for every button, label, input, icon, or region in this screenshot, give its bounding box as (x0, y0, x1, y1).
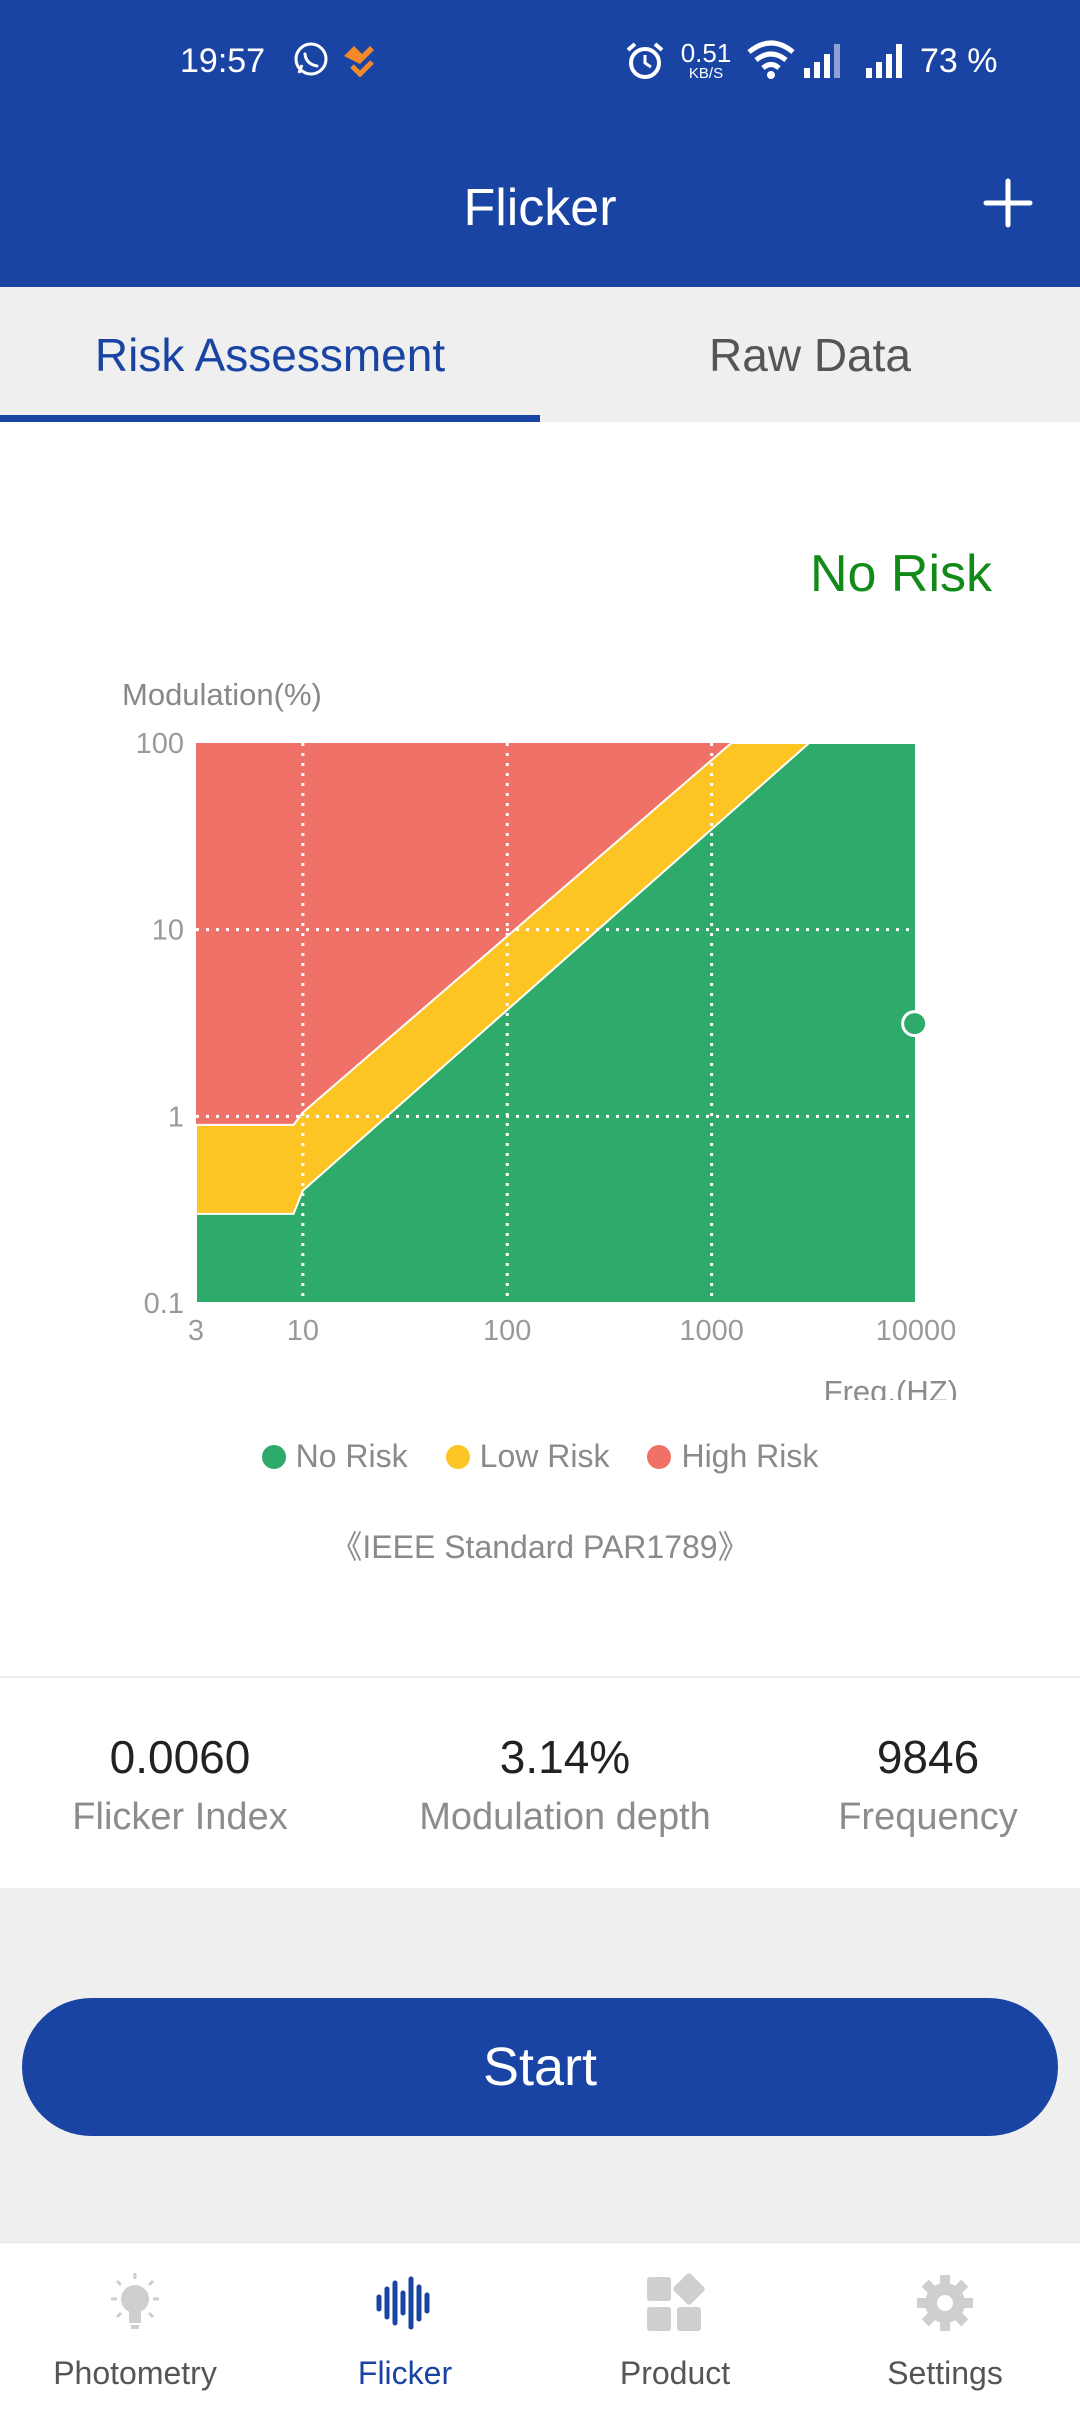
plus-icon[interactable] (980, 175, 1036, 231)
nav-product-label: Product (619, 2355, 731, 2391)
x-axis-label: Freq.(HZ) (824, 1374, 958, 1400)
status-time: 19:57 (180, 42, 266, 80)
y-tick-label: 1 (168, 1101, 184, 1133)
legend-no-risk-label: No Risk (295, 1438, 408, 1474)
nav-flicker-label: Flicker (357, 2355, 453, 2391)
stat-frequency: 9846 Frequency (800, 1680, 1056, 1839)
no-risk-dot-icon (261, 1444, 286, 1469)
signal-sim2-icon (866, 44, 902, 78)
x-tick-label: 100 (483, 1315, 531, 1347)
high-risk-dot-icon (647, 1444, 672, 1469)
tab-raw-data[interactable]: Raw Data (709, 328, 911, 381)
wifi-icon (747, 40, 795, 79)
y-tick-label: 0.1 (144, 1288, 184, 1320)
app-bar: 19:57 0.51 KB/S (0, 0, 1080, 287)
x-tick-label: 10 (287, 1315, 319, 1347)
app-notification-icon (344, 46, 374, 78)
gear-icon (917, 2275, 973, 2331)
legend-low-risk: Low Risk (445, 1438, 610, 1475)
legend-low-risk-label: Low Risk (479, 1438, 610, 1474)
stat-modulation-depth: 3.14% Modulation depth (390, 1680, 740, 1839)
net-speed-value: 0.51 (680, 38, 732, 68)
nav-settings-label: Settings (887, 2355, 1003, 2391)
bulb-icon (111, 2273, 159, 2329)
nav-flicker[interactable]: Flicker (270, 2243, 540, 2412)
divider (0, 1676, 1080, 1678)
y-tick-label: 100 (136, 728, 184, 760)
signal-sim1-icon (804, 44, 840, 78)
nav-settings[interactable]: Settings (810, 2243, 1080, 2412)
net-speed-unit: KB/S (688, 65, 724, 82)
page-title: Flicker (463, 179, 617, 237)
standard-note: 《IEEE Standard PAR1789》 (330, 1529, 750, 1565)
alarm-icon (626, 42, 664, 79)
flicker-index-label: Flicker Index (72, 1796, 288, 1838)
nav-photometry[interactable]: Photometry (0, 2243, 270, 2412)
start-button[interactable]: Start (22, 1998, 1058, 2136)
modulation-depth-value: 3.14% (499, 1731, 631, 1783)
legend-high-risk: High Risk (647, 1438, 818, 1475)
risk-status: No Risk (809, 545, 992, 603)
stats-row: 0.0060 Flicker Index 3.14% Modulation de… (0, 1680, 1080, 1888)
frequency-label: Frequency (838, 1796, 1018, 1838)
tab-risk-assessment[interactable]: Risk Assessment (94, 328, 446, 381)
frequency-value: 9846 (876, 1731, 980, 1783)
whatsapp-icon (294, 42, 328, 76)
battery-percent: 73 % (920, 42, 998, 80)
y-axis-label: Modulation(%) (122, 677, 322, 712)
status-bar: 19:57 0.51 KB/S (0, 0, 1080, 120)
stat-flicker-index: 0.0060 Flicker Index (40, 1680, 320, 1839)
measurement-point (901, 1010, 929, 1038)
nav-product[interactable]: Product (540, 2243, 810, 2412)
bottom-nav: Photometry Flicker Product (0, 2242, 1080, 2412)
chart-legend: No Risk Low Risk High Risk (0, 1438, 1080, 1475)
y-tick-label: 10 (152, 915, 184, 947)
flicker-index-value: 0.0060 (109, 1731, 251, 1783)
grid-icon (647, 2273, 705, 2331)
tab-indicator (0, 415, 540, 422)
x-tick-label: 10000 (876, 1315, 957, 1347)
legend-high-risk-label: High Risk (681, 1438, 819, 1474)
nav-photometry-label: Photometry (53, 2355, 217, 2391)
flicker-risk-chart: Modulation(%) 3 10 100 1000 10000 100 10 1 0.1 F… (122, 677, 958, 1400)
net-speed: 0.51 KB/S (680, 40, 732, 81)
x-tick-label: 1000 (679, 1315, 744, 1347)
modulation-depth-label: Modulation depth (419, 1796, 711, 1838)
waveform-icon (376, 2276, 430, 2330)
tab-bar: Risk Assessment Raw Data (0, 287, 1080, 422)
no-risk-region (195, 742, 917, 1304)
legend-no-risk: No Risk (261, 1438, 408, 1475)
low-risk-dot-icon (445, 1444, 470, 1469)
x-tick-label: 3 (188, 1315, 204, 1347)
